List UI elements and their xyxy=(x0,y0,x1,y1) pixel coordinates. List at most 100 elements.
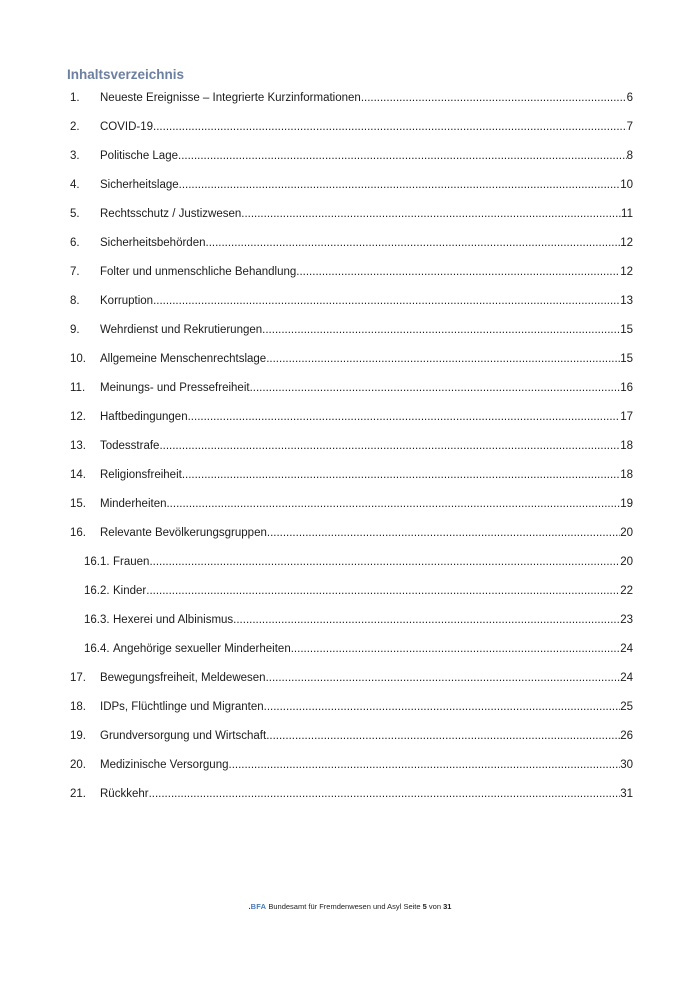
toc-dot-leader xyxy=(291,635,620,664)
toc-entry-page: 18 xyxy=(620,440,633,452)
toc-entry[interactable]: 20. Medizinische Versorgung 30 xyxy=(67,751,633,780)
toc-entry-label: COVID-19 xyxy=(100,121,154,133)
toc-entry[interactable]: 16.4. Angehörige sexueller Minderheiten … xyxy=(67,635,633,664)
toc-entry-page: 20 xyxy=(620,527,633,539)
toc-entry[interactable]: 13. Todesstrafe 18 xyxy=(67,432,633,461)
toc-entry-page: 26 xyxy=(620,730,633,742)
toc-entry[interactable]: 16.3. Hexerei und Albinismus 23 xyxy=(67,606,633,635)
toc-entry-page: 15 xyxy=(620,353,633,365)
toc-entry[interactable]: 15. Minderheiten 19 xyxy=(67,490,633,519)
toc-entry[interactable]: 9. Wehrdienst und Rekrutierungen 15 xyxy=(67,316,633,345)
toc-entry[interactable]: 18. IDPs, Flüchtlinge und Migranten 25 xyxy=(67,693,633,722)
toc-entry-label: Haftbedingungen xyxy=(100,411,188,423)
toc-entry-page: 7 xyxy=(626,121,633,133)
toc-entry[interactable]: 6. Sicherheitsbehörden 12 xyxy=(67,229,633,258)
toc-entry[interactable]: 17. Bewegungsfreiheit, Meldewesen 24 xyxy=(67,664,633,693)
toc-entry-page: 12 xyxy=(620,237,633,249)
toc-entry-number: 17. xyxy=(70,672,86,684)
toc-entry-page: 8 xyxy=(626,150,633,162)
bfa-logo-dot: . xyxy=(248,902,251,911)
toc-entry-number: 16. xyxy=(70,527,86,539)
toc-entry-number: 12. xyxy=(70,411,86,423)
toc-entry-number: 21. xyxy=(70,788,86,800)
toc-entry-page: 17 xyxy=(620,411,633,423)
toc-entry-number: 6. xyxy=(70,237,80,249)
toc-entry[interactable]: 21. Rückkehr 31 xyxy=(67,780,633,809)
footer-of-label: von xyxy=(428,902,441,911)
toc-dot-leader xyxy=(241,200,621,229)
toc-entry-label: Grundversorgung und Wirtschaft xyxy=(100,730,267,742)
toc-entry-label: Frauen xyxy=(113,556,150,568)
toc-entry-number: 14. xyxy=(70,469,86,481)
toc-entry-label: Bewegungsfreiheit, Meldewesen xyxy=(100,672,266,684)
toc-entry-page: 16 xyxy=(620,382,633,394)
toc-entry-label: Rechtsschutz / Justizwesen xyxy=(100,208,242,220)
toc-entry-page: 22 xyxy=(620,585,633,597)
toc-entry-label: Folter und unmenschliche Behandlung xyxy=(100,266,297,278)
page-footer: .BFA Bundesamt für Fremdenwesen und Asyl… xyxy=(0,901,700,913)
toc-entry-number: 20. xyxy=(70,759,86,771)
toc-dot-leader xyxy=(149,780,621,809)
toc-entry[interactable]: 11. Meinungs- und Pressefreiheit 16 xyxy=(67,374,633,403)
toc-entry-number: 16.1. xyxy=(84,556,110,568)
toc-dot-leader xyxy=(266,722,620,751)
toc-entry-number: 16.3. xyxy=(84,614,110,626)
toc-entry[interactable]: 16.1. Frauen 20 xyxy=(67,548,633,577)
toc-entry-label: Angehörige sexueller Minderheiten xyxy=(113,643,291,655)
toc-entry-number: 18. xyxy=(70,701,86,713)
toc-entry-label: Minderheiten xyxy=(100,498,167,510)
toc-dot-leader xyxy=(153,113,627,142)
toc-entry-page: 12 xyxy=(620,266,633,278)
toc-entry-number: 3. xyxy=(70,150,80,162)
toc-entry-number: 1. xyxy=(70,92,80,104)
toc-dot-leader xyxy=(179,171,621,200)
toc-entry-page: 20 xyxy=(620,556,633,568)
toc-entry-label: Sicherheitslage xyxy=(100,179,179,191)
toc-entry-label: Meinungs- und Pressefreiheit xyxy=(100,382,250,394)
toc-entry-label: Wehrdienst und Rekrutierungen xyxy=(100,324,263,336)
toc-entry[interactable]: 2. COVID-19 7 xyxy=(67,113,633,142)
toc-entry[interactable]: 3. Politische Lage 8 xyxy=(67,142,633,171)
bfa-logo: .BFA xyxy=(249,902,267,911)
toc-entry-label: Kinder xyxy=(113,585,147,597)
toc-entry-label: Korruption xyxy=(100,295,154,307)
toc-dot-leader xyxy=(149,548,620,577)
toc-entry[interactable]: 12. Haftbedingungen 17 xyxy=(67,403,633,432)
toc-entry[interactable]: 14. Religionsfreiheit 18 xyxy=(67,461,633,490)
toc-entry[interactable]: 19. Grundversorgung und Wirtschaft 26 xyxy=(67,722,633,751)
footer-page-current: 5 xyxy=(422,902,427,911)
toc-dot-leader xyxy=(159,432,620,461)
toc-entry[interactable]: 5. Rechtsschutz / Justizwesen 11 xyxy=(67,200,633,229)
toc-entry[interactable]: 1. Neueste Ereignisse – Integrierte Kurz… xyxy=(67,84,633,113)
toc-entry-number: 2. xyxy=(70,121,80,133)
toc-entry[interactable]: 10. Allgemeine Menschenrechtslage 15 xyxy=(67,345,633,374)
toc-entry-page: 11 xyxy=(621,208,633,220)
toc-entry-number: 5. xyxy=(70,208,80,220)
toc-dot-leader xyxy=(153,287,620,316)
footer-page-label: Seite xyxy=(403,902,421,911)
toc-entry-page: 25 xyxy=(620,701,633,713)
toc-entry-page: 6 xyxy=(626,92,633,104)
toc-entry[interactable]: 7. Folter und unmenschliche Behandlung 1… xyxy=(67,258,633,287)
toc-dot-leader xyxy=(250,374,621,403)
toc-entry[interactable]: 16.2. Kinder 22 xyxy=(67,577,633,606)
toc-entry[interactable]: 8. Korruption 13 xyxy=(67,287,633,316)
toc-entry-page: 15 xyxy=(620,324,633,336)
toc-entry-label: Relevante Bevölkerungsgruppen xyxy=(100,527,267,539)
toc-entry[interactable]: 4. Sicherheitslage 10 xyxy=(67,171,633,200)
toc-entry-label: Politische Lage xyxy=(100,150,178,162)
toc-entry-label: IDPs, Flüchtlinge und Migranten xyxy=(100,701,264,713)
toc-entry-page: 24 xyxy=(620,672,633,684)
toc-list: 1. Neueste Ereignisse – Integrierte Kurz… xyxy=(67,84,633,809)
toc-entry-page: 10 xyxy=(620,179,633,191)
toc-entry[interactable]: 16. Relevante Bevölkerungsgruppen 20 xyxy=(67,519,633,548)
toc-entry-label: Medizinische Versorgung xyxy=(100,759,229,771)
bfa-logo-text: BFA xyxy=(250,902,267,911)
toc-dot-leader xyxy=(166,490,620,519)
toc-entry-number: 10. xyxy=(70,353,86,365)
toc-dot-leader xyxy=(188,403,621,432)
toc-dot-leader xyxy=(146,577,620,606)
toc-dot-leader xyxy=(361,84,627,113)
toc-dot-leader xyxy=(182,461,620,490)
